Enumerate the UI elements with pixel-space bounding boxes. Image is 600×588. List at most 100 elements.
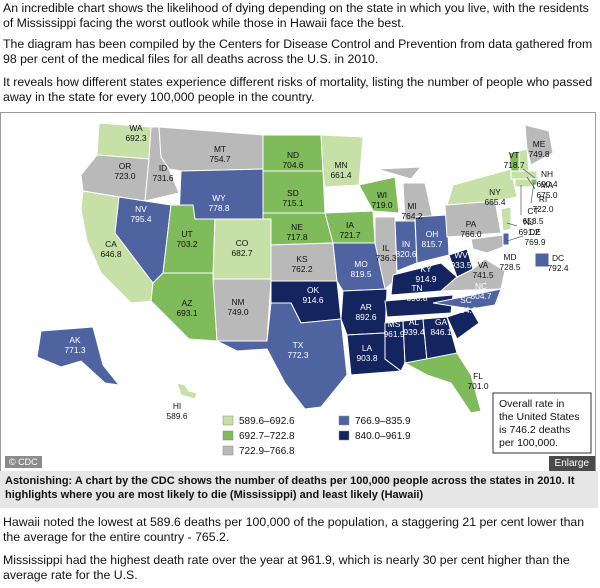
legend-label-2: 692.7–722.8	[239, 431, 295, 442]
state-abbr-tx: TX	[293, 340, 304, 350]
state-abbr-nm: NM	[231, 297, 244, 307]
mortality-map-figure[interactable]: WA 692.3 OR 723.0 CA 646.8 ID 731.6 NV 795.4 MT 754…	[0, 112, 596, 472]
state-value-wv: 933.5	[451, 260, 472, 270]
state-value-ks: 762.2	[292, 264, 313, 274]
state-value-ok: 914.6	[303, 295, 324, 305]
state-ny[interactable]	[446, 168, 518, 206]
state-abbr-nj: NJ	[524, 217, 534, 227]
source-paragraph: The diagram has been compiled by the Cen…	[3, 37, 593, 66]
state-ms[interactable]	[384, 320, 406, 372]
map-legend: 589.6–692.6 692.7–722.8 722.9–766.8 766.9–8…	[222, 415, 411, 457]
state-value-nc: 804.7	[471, 291, 492, 301]
leader-line-nj	[506, 222, 518, 227]
state-wi[interactable]	[358, 176, 400, 214]
state-value-ri: 722.0	[533, 204, 554, 214]
note-line-2: the United States	[499, 411, 580, 423]
state-value-oh: 815.7	[422, 239, 443, 249]
state-abbr-sc: SC	[460, 295, 472, 305]
state-nc[interactable]	[432, 288, 502, 310]
state-abbr-wy: WY	[212, 193, 226, 203]
state-abbr-ky: KY	[420, 264, 432, 274]
state-abbr-il: IL	[383, 243, 390, 253]
state-abbr-id: ID	[159, 163, 167, 173]
state-mn[interactable]	[320, 134, 364, 188]
state-hi[interactable]	[176, 382, 198, 400]
state-tn[interactable]	[384, 294, 454, 318]
state-abbr-tn: TN	[411, 283, 422, 293]
state-abbr-ks: KS	[296, 254, 308, 264]
state-value-me: 749.8	[529, 149, 550, 159]
leader-line-nh	[522, 168, 536, 179]
state-dc[interactable]	[534, 252, 550, 268]
state-value-ia: 721.7	[340, 230, 361, 240]
state-abbr-wv: WV	[454, 250, 468, 260]
image-caption: Astonishing: A chart by the CDC shows th…	[0, 471, 598, 508]
state-mt[interactable]	[158, 126, 264, 172]
state-abbr-or: OR	[119, 161, 132, 171]
state-il[interactable]	[374, 216, 398, 290]
state-abbr-ri: RI	[539, 194, 547, 204]
state-abbr-ms: MS	[388, 319, 401, 329]
leader-line-ri	[530, 182, 535, 204]
state-value-mo: 819.5	[351, 269, 372, 279]
state-sc[interactable]	[446, 308, 480, 340]
leader-line-de	[506, 235, 524, 242]
state-value-dc: 792.4	[548, 263, 569, 273]
enlarge-button[interactable]: Enlarge	[548, 456, 595, 471]
state-abbr-al: AL	[409, 317, 420, 327]
state-shapes	[36, 122, 554, 414]
state-value-sc: 854.6	[456, 305, 477, 315]
state-value-il: 736.3	[376, 253, 397, 263]
state-value-ga: 846.1	[431, 327, 452, 337]
state-value-nj: 691.2	[519, 227, 540, 237]
state-value-wi: 719.0	[372, 200, 393, 210]
state-value-ms: 961.9	[384, 329, 405, 339]
state-abbr-wi: WI	[377, 190, 387, 200]
state-abbr-ak: AK	[69, 335, 81, 345]
state-value-sd: 715.1	[283, 198, 304, 208]
state-me[interactable]	[524, 124, 554, 166]
legend-label-1: 589.6–692.6	[239, 416, 295, 427]
state-abbr-ar: AR	[360, 302, 372, 312]
state-value-wa: 692.3	[126, 133, 147, 143]
state-tx[interactable]	[216, 302, 348, 410]
legend-swatch-4	[338, 415, 350, 426]
state-value-in: 820.6	[396, 249, 417, 259]
state-value-hi: 589.6	[167, 411, 188, 421]
state-ct[interactable]	[514, 178, 532, 188]
state-md[interactable]	[470, 234, 504, 254]
state-abbr-fl: FL	[473, 371, 483, 381]
legend-swatch-5	[338, 430, 350, 441]
state-abbr-oh: OH	[426, 229, 439, 239]
state-abbr-mt: MT	[214, 144, 226, 154]
legend-swatch-3	[222, 445, 234, 456]
note-line-3: is 746.2 deaths	[499, 424, 570, 436]
state-abbr-mi: MI	[407, 201, 416, 211]
state-nj[interactable]	[500, 206, 512, 232]
state-value-az: 693.1	[177, 308, 198, 318]
state-value-nh: 690.4	[537, 179, 558, 189]
state-value-or: 723.0	[115, 171, 136, 181]
state-abbr-ia: IA	[346, 220, 354, 230]
state-ma[interactable]	[510, 170, 538, 180]
state-value-ak: 771.3	[65, 345, 86, 355]
state-value-ma: 675.0	[537, 190, 558, 200]
state-abbr-wa: WA	[129, 123, 143, 133]
state-abbr-md: MD	[503, 252, 516, 262]
state-wv[interactable]	[448, 248, 474, 278]
state-value-tx: 772.3	[288, 350, 309, 360]
state-fl[interactable]	[403, 352, 482, 414]
state-value-mn: 661.4	[331, 170, 352, 180]
state-abbr-dc: DC	[552, 253, 564, 263]
legend-swatch-1	[222, 415, 234, 426]
image-credit: © CDC	[5, 456, 42, 468]
legend-swatch-2	[222, 430, 234, 441]
state-value-mt: 754.7	[210, 154, 231, 164]
state-de[interactable]	[502, 232, 510, 246]
hawaii-paragraph: Hawaii noted the lowest at 589.6 deaths …	[3, 515, 585, 544]
state-abbr-in: IN	[402, 239, 410, 249]
state-abbr-la: LA	[362, 343, 373, 353]
state-ak[interactable]	[36, 326, 121, 386]
